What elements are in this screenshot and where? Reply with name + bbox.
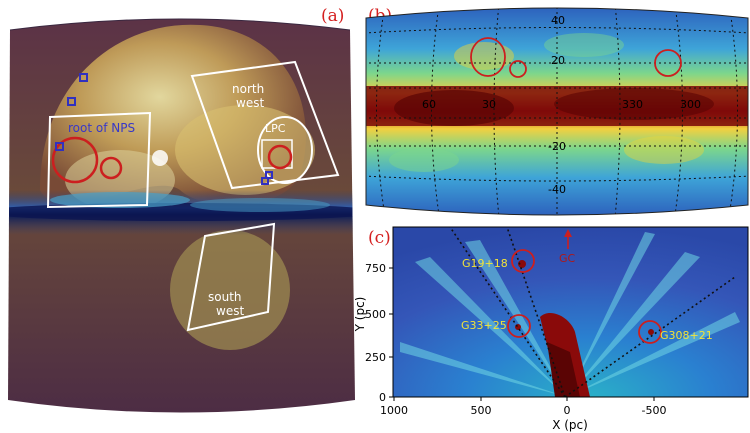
root-nps-label: root of NPS bbox=[68, 121, 135, 135]
south-west-region bbox=[186, 222, 276, 332]
lat-label-m40: -40 bbox=[548, 183, 566, 196]
y-tick-500: 500 bbox=[365, 308, 386, 321]
root-nps-region bbox=[46, 111, 152, 209]
source-circle-g33 bbox=[507, 314, 531, 338]
x-axis-label: X (pc) bbox=[552, 418, 588, 432]
south-west-label-1: south bbox=[208, 290, 242, 304]
x-tick-1000: 1000 bbox=[380, 404, 408, 417]
x-tick-m500: -500 bbox=[642, 404, 667, 417]
lpc-circle bbox=[267, 144, 293, 170]
galactic-plane-xy-map: G19+18 G33+25 G308+21 GC 0 250 500 750 1… bbox=[355, 226, 749, 432]
gc-label: GC bbox=[559, 252, 576, 265]
lon-label-330: 330 bbox=[622, 98, 643, 111]
latitude-longitude-map: 40 20 -20 -40 60 30 330 300 bbox=[365, 7, 749, 216]
lon-label-300: 300 bbox=[680, 98, 701, 111]
lon-label-30: 30 bbox=[482, 98, 496, 111]
x-tick-0: 0 bbox=[564, 404, 571, 417]
north-west-label-2: west bbox=[236, 96, 264, 110]
y-tick-250: 250 bbox=[365, 351, 386, 364]
source-label-g19: G19+18 bbox=[462, 257, 508, 270]
panel-c-label: (c) bbox=[368, 228, 391, 248]
source-circle-g19 bbox=[511, 249, 535, 273]
y-tick-750: 750 bbox=[365, 262, 386, 275]
lpc-label: LPC bbox=[265, 122, 286, 135]
north-west-region bbox=[190, 60, 340, 190]
source-label-g33: G33+25 bbox=[461, 319, 507, 332]
lat-label-20: 20 bbox=[551, 54, 565, 67]
source-circle-b3 bbox=[654, 49, 682, 77]
x-tick-500: 500 bbox=[471, 404, 492, 417]
xray-allsky-map: root of NPS north west LPC south west bbox=[8, 18, 355, 413]
root-nps-circle-large bbox=[51, 136, 99, 184]
south-west-label-2: west bbox=[216, 304, 244, 318]
lat-label-m20: -20 bbox=[548, 140, 566, 153]
panel-a-label: (a) bbox=[321, 6, 345, 26]
source-circle-b2 bbox=[509, 60, 527, 78]
y-tick-0: 0 bbox=[379, 391, 386, 404]
lpc-region bbox=[257, 116, 313, 184]
north-west-label-1: north bbox=[232, 82, 264, 96]
source-circle-b1 bbox=[470, 37, 506, 77]
lat-label-40: 40 bbox=[551, 14, 565, 27]
source-circle-g308 bbox=[638, 320, 662, 344]
y-axis-label: Y (pc) bbox=[355, 297, 367, 333]
lon-label-60: 60 bbox=[422, 98, 436, 111]
root-nps-circle-small bbox=[99, 156, 123, 180]
source-label-g308: G308+21 bbox=[660, 329, 713, 342]
